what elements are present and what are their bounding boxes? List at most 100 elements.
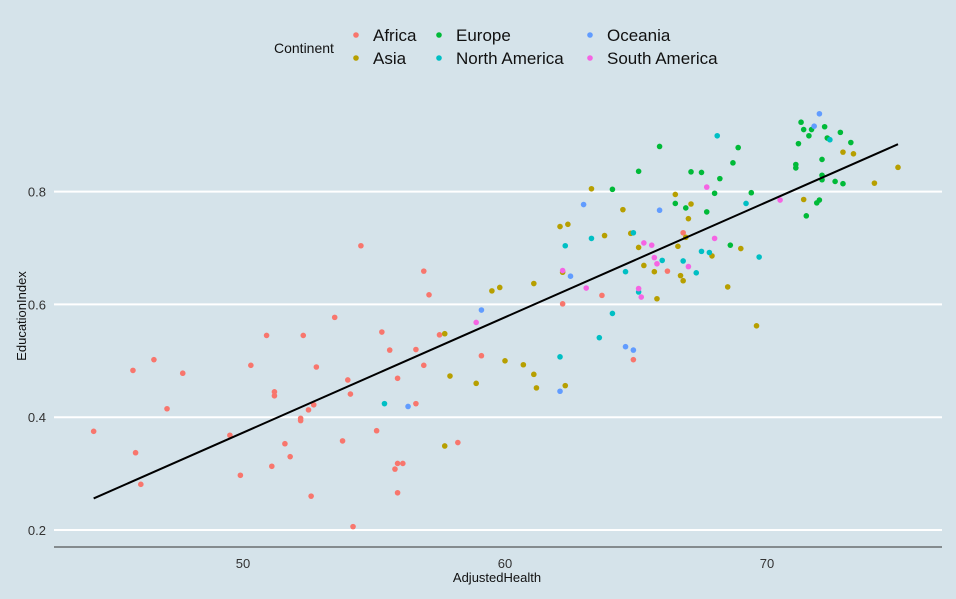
x-tick-label: 50 (236, 556, 250, 571)
legend-title: Continent (274, 40, 334, 56)
data-point (559, 267, 566, 274)
legend-label-oceania: Oceania (607, 26, 671, 45)
series-asia (441, 149, 901, 449)
data-point (350, 523, 356, 530)
data-point (711, 235, 718, 242)
legend-key-south-america (587, 55, 593, 61)
data-point (806, 132, 812, 139)
trend-line (93, 143, 899, 500)
data-point (339, 438, 346, 444)
data-point (630, 356, 637, 363)
data-point (132, 449, 139, 456)
data-point (630, 229, 637, 236)
data-point (588, 185, 595, 192)
data-point (753, 323, 760, 329)
data-point (685, 263, 692, 270)
y-tick-label: 0.6 (28, 297, 46, 312)
data-point (724, 284, 731, 290)
data-point (793, 165, 799, 171)
data-point (641, 240, 647, 246)
data-point (680, 258, 686, 264)
data-point (641, 262, 647, 269)
data-point (533, 385, 540, 391)
data-point (688, 201, 694, 207)
data-point (698, 169, 705, 176)
data-point (819, 156, 825, 163)
data-point (706, 249, 713, 256)
data-point (305, 407, 312, 413)
data-point (394, 489, 401, 496)
data-point (248, 362, 254, 369)
data-point (441, 443, 448, 449)
data-point (373, 427, 380, 434)
legend-key-europe (436, 32, 442, 38)
data-point (379, 329, 385, 335)
data-point (557, 223, 563, 230)
data-point (138, 481, 144, 488)
data-point (848, 139, 854, 146)
data-point (850, 151, 857, 157)
series-africa (90, 229, 686, 530)
data-point (656, 207, 663, 214)
data-point (743, 200, 749, 207)
data-point (282, 440, 288, 447)
series-south-america (473, 184, 783, 326)
data-point (583, 285, 590, 291)
data-point (420, 362, 427, 369)
data-point (151, 356, 157, 363)
data-point (531, 371, 537, 378)
data-point (680, 277, 686, 284)
data-point (630, 347, 637, 353)
trend-line-group (93, 143, 899, 500)
data-point (478, 352, 485, 359)
data-point (567, 273, 574, 280)
data-point (738, 245, 744, 252)
data-point (308, 493, 314, 499)
data-point (287, 453, 293, 460)
data-point (263, 332, 270, 339)
legend: Continent Africa Asia Europe North America O… (274, 26, 718, 68)
legend-key-oceania (587, 32, 593, 38)
data-point (164, 405, 170, 412)
data-point (478, 307, 485, 313)
data-point (688, 169, 694, 175)
data-point (313, 364, 320, 370)
legend-label-africa: Africa (373, 26, 417, 45)
data-point (90, 428, 97, 435)
data-point (832, 178, 838, 185)
data-point (714, 132, 721, 139)
series-north-america (381, 132, 833, 407)
data-point (557, 388, 563, 395)
data-point (811, 123, 817, 129)
data-point (698, 248, 705, 255)
data-point (635, 168, 642, 175)
legend-label-south-america: South America (607, 49, 718, 68)
data-point (347, 391, 354, 397)
data-point (871, 180, 878, 186)
y-tick-label: 0.4 (28, 410, 46, 425)
data-point (447, 373, 453, 379)
data-point (622, 343, 629, 350)
data-point (648, 242, 655, 248)
data-point (800, 126, 807, 133)
data-point (664, 268, 671, 274)
data-point (381, 400, 388, 407)
data-point (436, 332, 443, 338)
data-point (271, 392, 278, 399)
data-point (420, 268, 427, 274)
data-point (596, 334, 603, 341)
legend-key-africa (353, 32, 359, 38)
data-point (635, 285, 642, 292)
data-point (599, 292, 605, 299)
data-point (651, 254, 658, 261)
data-point (531, 280, 537, 287)
data-point (441, 330, 448, 337)
data-point (638, 294, 645, 300)
data-point (559, 301, 566, 307)
data-point (693, 270, 700, 276)
data-point (816, 110, 823, 117)
data-point (651, 268, 658, 275)
data-point (394, 460, 401, 467)
data-point (656, 143, 663, 150)
